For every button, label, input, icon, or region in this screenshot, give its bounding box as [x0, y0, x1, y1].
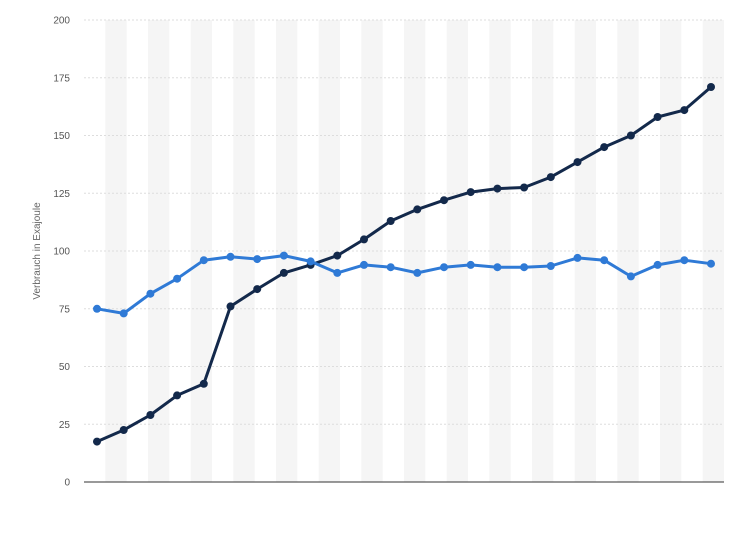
- background-band: [404, 20, 426, 482]
- data-point[interactable]: [279, 268, 288, 277]
- background-band: [532, 20, 554, 482]
- background-band: [660, 20, 682, 482]
- data-point[interactable]: [173, 391, 182, 400]
- data-point[interactable]: [546, 173, 555, 182]
- data-point[interactable]: [626, 131, 635, 140]
- data-point[interactable]: [546, 262, 555, 270]
- y-tick-label: 100: [53, 247, 70, 258]
- data-point[interactable]: [413, 268, 422, 277]
- data-point[interactable]: [520, 183, 529, 192]
- data-point[interactable]: [146, 411, 155, 419]
- data-point[interactable]: [226, 302, 235, 311]
- background-bands: [105, 20, 724, 482]
- y-tick-label: 150: [53, 131, 70, 142]
- data-point[interactable]: [119, 426, 128, 434]
- y-tick-label: 25: [59, 420, 71, 431]
- y-axis-ticks: 0 25 50 75 100 125 150 175 200: [53, 16, 70, 489]
- y-tick-label: 200: [53, 16, 70, 27]
- background-band: [276, 20, 298, 482]
- y-axis-title: Verbrauch in Exajoule: [32, 202, 43, 300]
- data-point[interactable]: [573, 253, 582, 262]
- data-point[interactable]: [93, 304, 101, 313]
- data-point[interactable]: [386, 263, 395, 272]
- y-tick-label: 75: [59, 304, 71, 315]
- data-point[interactable]: [440, 263, 448, 272]
- data-point[interactable]: [360, 260, 368, 269]
- y-tick-label: 0: [64, 478, 70, 489]
- data-point[interactable]: [306, 257, 315, 266]
- data-point[interactable]: [440, 196, 448, 205]
- data-point[interactable]: [333, 268, 342, 277]
- data-point[interactable]: [707, 259, 715, 268]
- data-point[interactable]: [253, 255, 262, 264]
- data-point[interactable]: [119, 309, 128, 318]
- data-point[interactable]: [573, 158, 582, 167]
- gridlines: [84, 19, 724, 425]
- data-point[interactable]: [279, 251, 288, 260]
- data-point[interactable]: [253, 285, 262, 294]
- y-tick-label: 125: [53, 189, 70, 200]
- data-point[interactable]: [199, 256, 208, 265]
- data-point[interactable]: [333, 251, 342, 260]
- data-point[interactable]: [680, 106, 689, 115]
- series-line-2: [95, 254, 713, 315]
- data-point[interactable]: [626, 272, 635, 281]
- data-point[interactable]: [173, 274, 182, 283]
- y-tick-label: 50: [59, 362, 71, 373]
- data-point[interactable]: [600, 256, 609, 265]
- data-point[interactable]: [413, 205, 422, 214]
- data-point[interactable]: [146, 289, 155, 298]
- data-point[interactable]: [93, 437, 101, 446]
- data-point[interactable]: [386, 217, 395, 225]
- data-point[interactable]: [600, 143, 609, 152]
- data-point[interactable]: [226, 252, 235, 261]
- data-point[interactable]: [466, 188, 475, 197]
- data-point[interactable]: [466, 260, 475, 269]
- series-line-1: [95, 85, 713, 444]
- data-point[interactable]: [680, 256, 689, 265]
- data-point[interactable]: [653, 113, 662, 121]
- data-point[interactable]: [493, 263, 502, 272]
- data-point[interactable]: [653, 260, 662, 269]
- series-layer: [93, 83, 715, 446]
- data-point[interactable]: [707, 83, 715, 91]
- y-tick-label: 175: [53, 73, 70, 84]
- data-point[interactable]: [199, 379, 208, 388]
- data-point[interactable]: [520, 263, 529, 272]
- data-point[interactable]: [360, 235, 368, 244]
- data-point[interactable]: [493, 184, 502, 193]
